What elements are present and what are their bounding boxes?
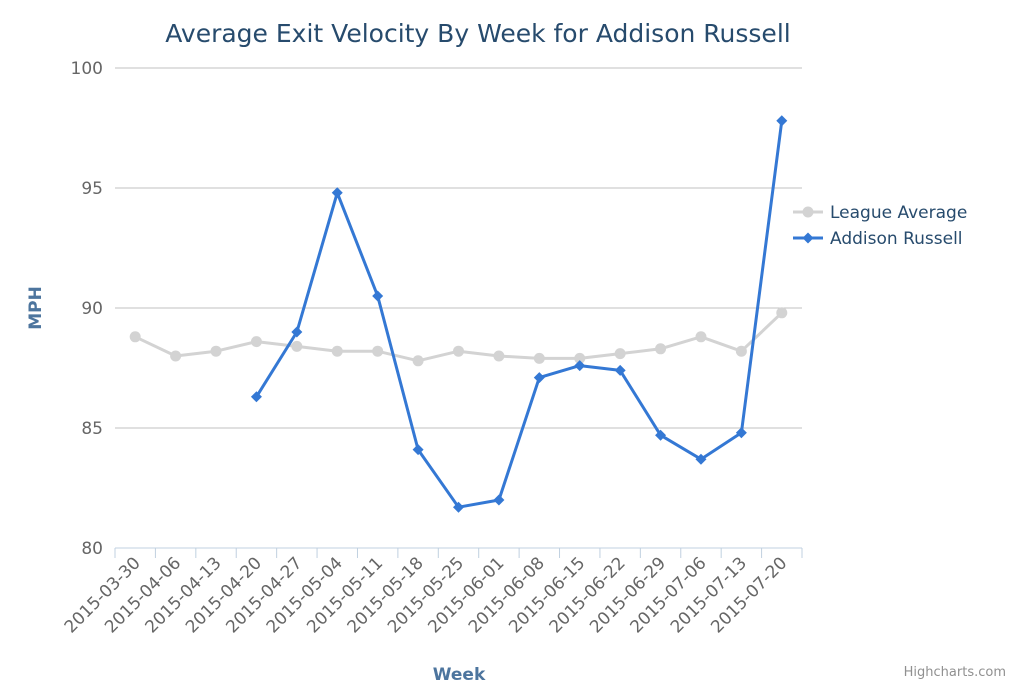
data-point[interactable] <box>210 345 222 357</box>
data-point[interactable] <box>655 343 667 355</box>
data-point[interactable] <box>574 360 586 372</box>
data-point[interactable] <box>372 290 384 302</box>
data-point[interactable] <box>331 345 343 357</box>
data-point[interactable] <box>170 350 182 362</box>
data-point[interactable] <box>695 331 707 343</box>
data-point[interactable] <box>776 307 788 319</box>
legend-label: League Average <box>830 203 967 223</box>
data-point[interactable] <box>412 444 424 456</box>
data-point[interactable] <box>776 115 788 127</box>
data-point[interactable] <box>291 326 303 338</box>
y-tick-label: 100 <box>71 59 103 79</box>
data-point[interactable] <box>533 352 545 364</box>
data-point[interactable] <box>695 453 707 465</box>
data-point[interactable] <box>735 345 747 357</box>
data-point[interactable] <box>614 348 626 360</box>
data-point[interactable] <box>250 391 262 403</box>
series-layer <box>129 115 788 513</box>
data-point[interactable] <box>372 345 384 357</box>
legend-item[interactable]: League Average <box>793 203 967 223</box>
data-point[interactable] <box>250 336 262 348</box>
data-point[interactable] <box>291 340 303 352</box>
data-point[interactable] <box>574 352 586 364</box>
data-point[interactable] <box>493 350 505 362</box>
y-tick-label: 90 <box>81 299 103 319</box>
y-tick-label: 95 <box>81 179 103 199</box>
legend-marker <box>802 206 814 218</box>
chart-title: Average Exit Velocity By Week for Addiso… <box>165 19 790 48</box>
data-point[interactable] <box>453 345 464 357</box>
y-axis-ticks: 80 85 90 95 100 <box>71 59 103 559</box>
series-2 <box>250 115 788 513</box>
series-1 <box>129 307 788 367</box>
data-point[interactable] <box>655 429 667 441</box>
data-point[interactable] <box>735 427 747 439</box>
y-axis-title: MPH <box>26 286 46 330</box>
legend-label: Addison Russell <box>830 229 963 249</box>
data-point[interactable] <box>453 501 464 513</box>
legend: League Average Addison Russell <box>793 203 967 249</box>
data-point[interactable] <box>129 331 141 343</box>
legend-item[interactable]: Addison Russell <box>793 229 963 249</box>
x-axis-title: Week <box>433 665 486 683</box>
data-point[interactable] <box>493 494 505 506</box>
data-point[interactable] <box>331 187 343 199</box>
y-tick-label: 85 <box>81 419 103 439</box>
y-tick-label: 80 <box>81 539 103 559</box>
data-point[interactable] <box>412 355 424 367</box>
data-point[interactable] <box>533 372 545 384</box>
series-line <box>254 119 784 509</box>
credits[interactable]: Highcharts.com <box>904 665 1006 680</box>
data-point[interactable] <box>614 364 626 376</box>
legend-marker <box>802 232 814 244</box>
